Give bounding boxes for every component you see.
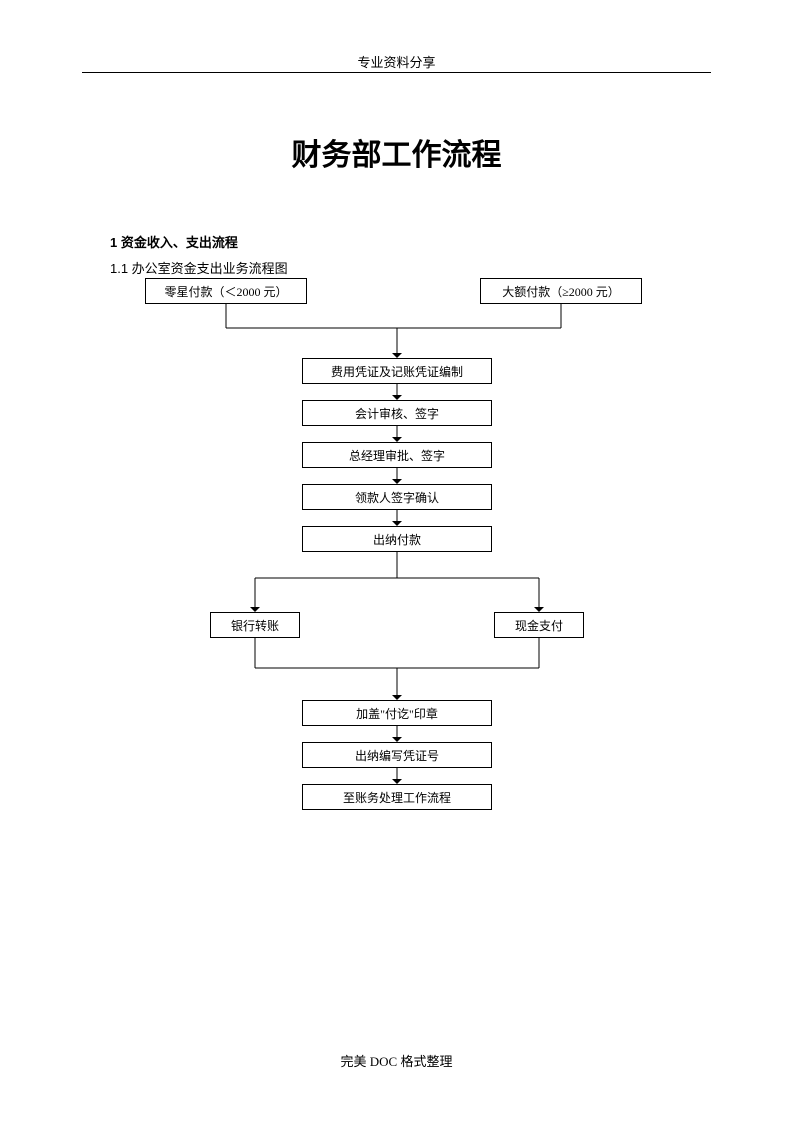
flowchart-node: 费用凭证及记账凭证编制	[302, 358, 492, 384]
flowchart-node: 出纳编写凭证号	[302, 742, 492, 768]
section-1-1-heading: 1.1 办公室资金支出业务流程图	[110, 258, 288, 277]
flowchart-node: 至账务处理工作流程	[302, 784, 492, 810]
section-1-heading: 1 资金收入、支出流程	[110, 232, 238, 251]
header-rule	[82, 72, 711, 73]
flowchart-node: 大额付款（≥2000 元）	[480, 278, 642, 304]
flowchart-node: 银行转账	[210, 612, 300, 638]
flowchart-node: 会计审核、签字	[302, 400, 492, 426]
flowchart-node: 零星付款（＜2000 元）	[145, 278, 307, 304]
flowchart-node: 加盖"付讫"印章	[302, 700, 492, 726]
flowchart-node: 总经理审批、签字	[302, 442, 492, 468]
flowchart-node: 出纳付款	[302, 526, 492, 552]
flowchart-node: 领款人签字确认	[302, 484, 492, 510]
page-footer: 完美 DOC 格式整理	[0, 1051, 793, 1070]
flowchart-node: 现金支付	[494, 612, 584, 638]
page-header: 专业资料分享	[0, 52, 793, 71]
flowchart-container: 零星付款（＜2000 元） 大额付款（≥2000 元） 费用凭证及记账凭证编制会计审…	[110, 278, 670, 818]
page-title: 财务部工作流程	[0, 130, 793, 174]
